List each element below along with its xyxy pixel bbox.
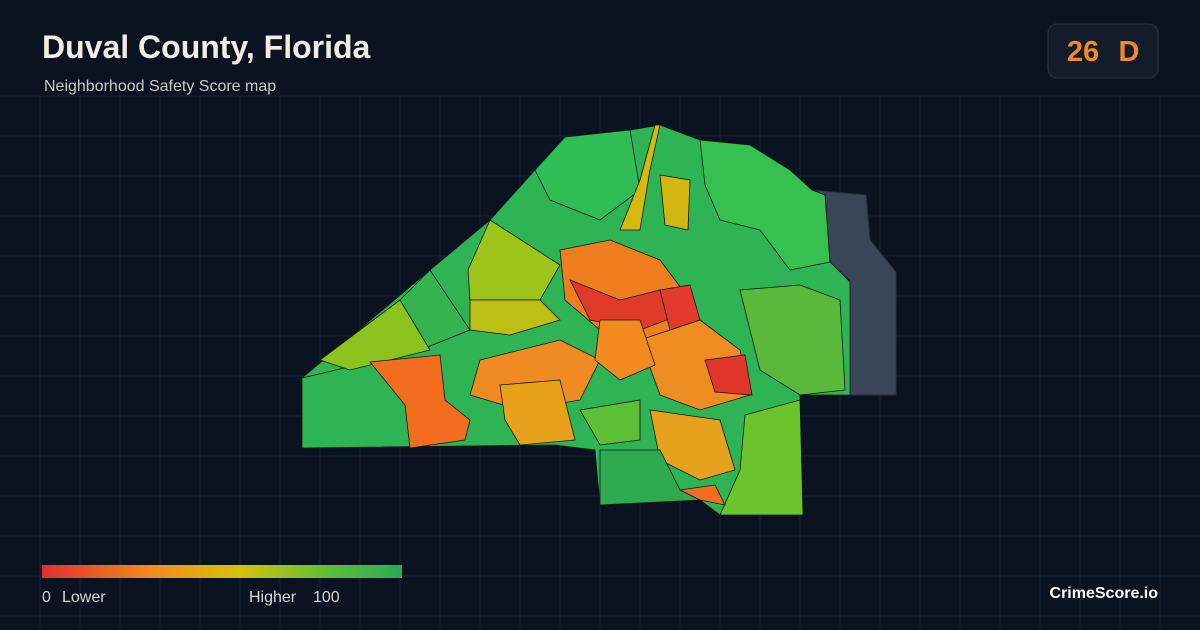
region [499, 379, 576, 446]
region [659, 284, 701, 331]
region [719, 399, 804, 516]
subtitle: Neighborhood Safety Score map [44, 78, 276, 95]
region [579, 399, 641, 446]
badge-box [1047, 23, 1159, 79]
score-badge: 26 D [1047, 23, 1159, 79]
legend: 0 Lower Higher 100 [42, 565, 402, 606]
legend-scale [42, 565, 402, 578]
legend-max-label: Higher [249, 589, 297, 606]
legend-max: 100 [313, 589, 340, 606]
badge-score: 26 [1067, 36, 1099, 68]
region [619, 124, 661, 231]
brand: CrimeScore.io [1050, 585, 1159, 602]
legend-min: 0 [42, 589, 51, 606]
region [659, 174, 691, 231]
region [678, 484, 726, 506]
region [594, 319, 656, 381]
region [699, 139, 831, 271]
region [739, 284, 846, 396]
title: Duval County, Florida [42, 29, 371, 65]
region [469, 299, 561, 336]
legend-min-label: Lower [62, 589, 106, 606]
region [704, 354, 753, 396]
county-map [301, 124, 897, 516]
region [319, 299, 431, 371]
badge-grade: D [1119, 36, 1140, 68]
region [369, 354, 471, 449]
